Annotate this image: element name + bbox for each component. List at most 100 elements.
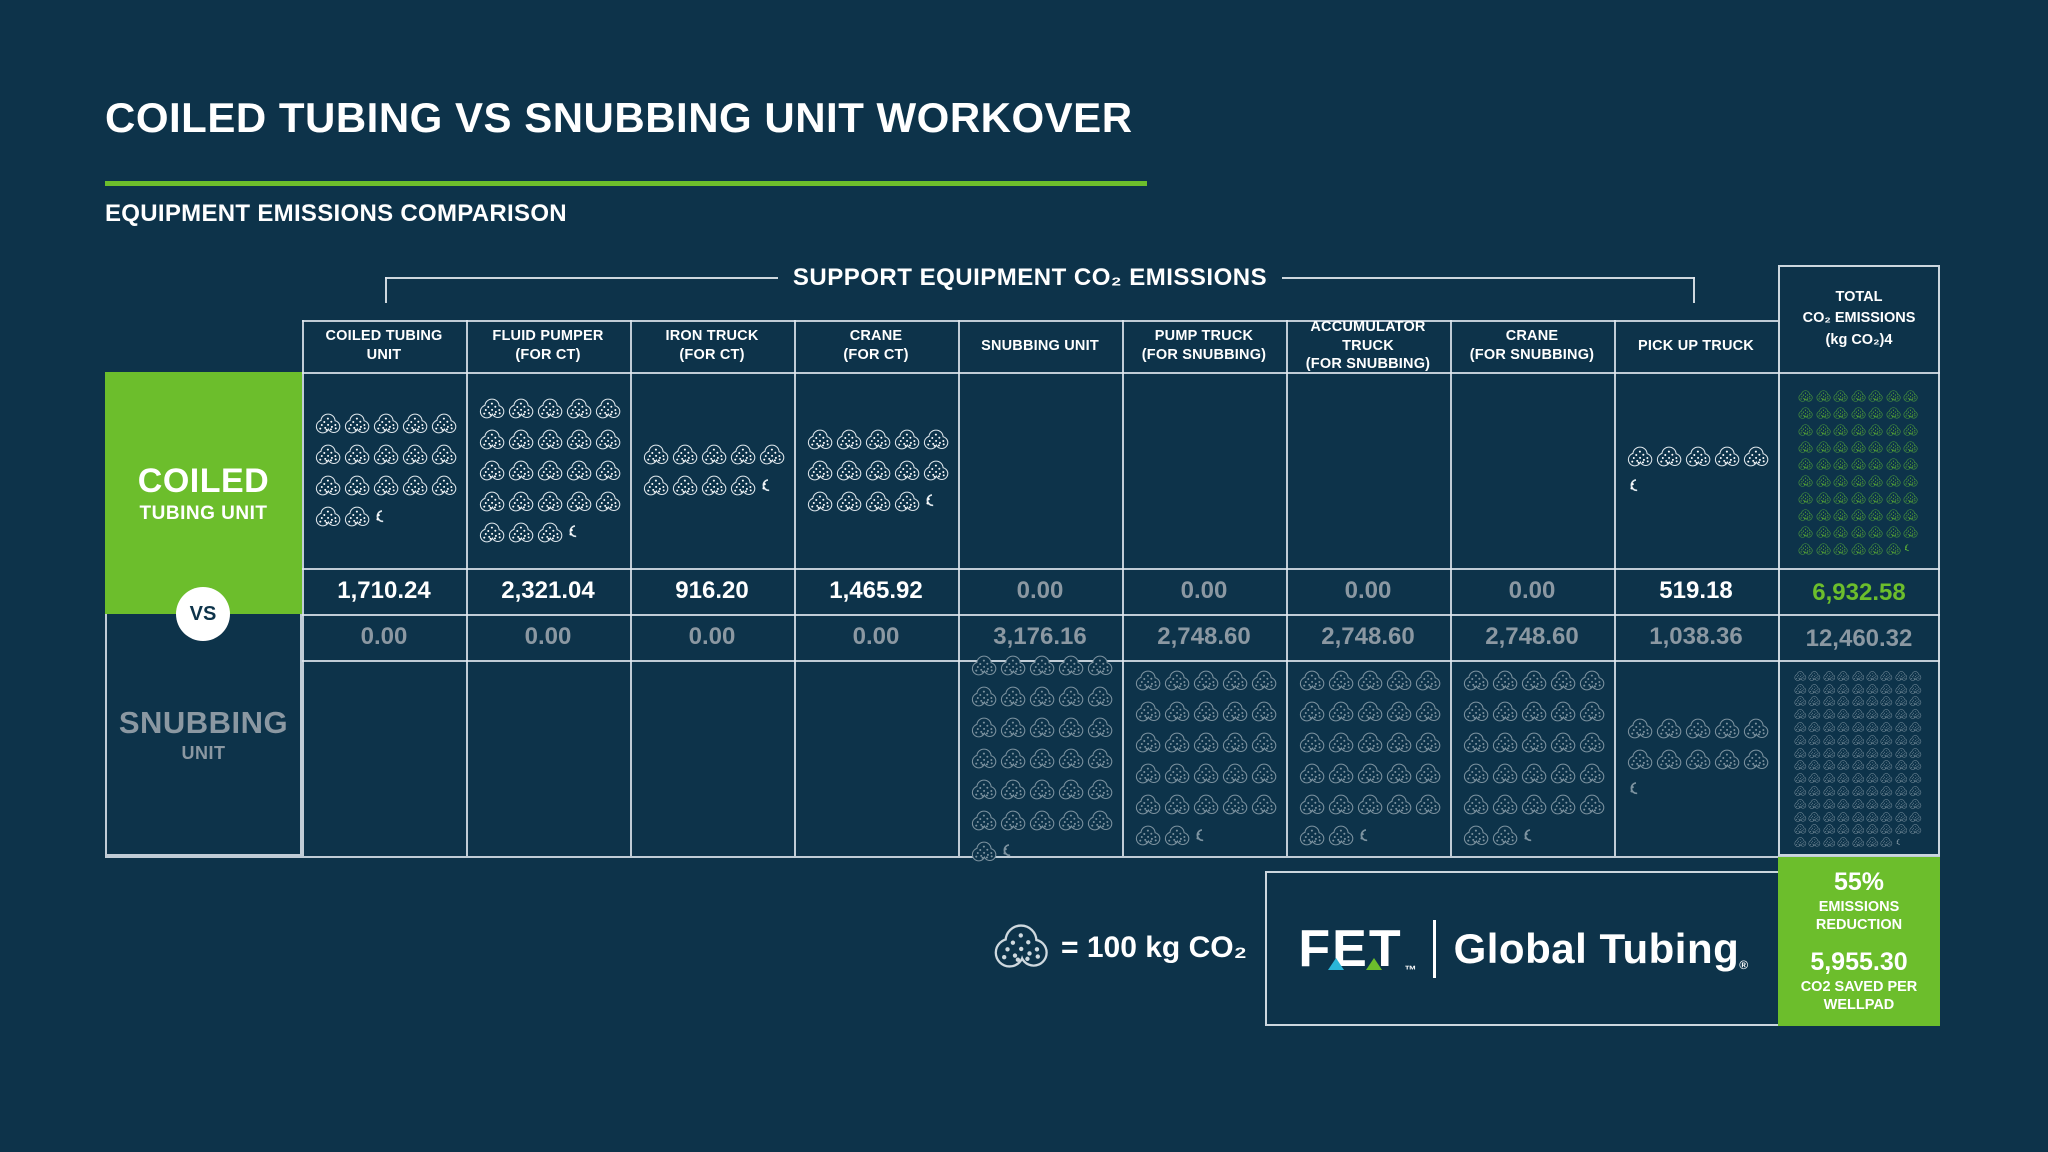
cloud-icon — [1886, 525, 1901, 538]
cloud-icon — [1816, 457, 1831, 470]
cloud-icon — [1386, 763, 1412, 784]
fet-cyan-triangle-icon — [1328, 957, 1345, 970]
cloud-cell — [466, 372, 630, 568]
cloud-icon — [344, 444, 370, 465]
grid-line — [630, 320, 632, 856]
fet-trademark: ™ — [1404, 962, 1417, 977]
cloud-icon — [1880, 837, 1893, 847]
cloud-icon — [1164, 763, 1190, 784]
cloud-icon — [1868, 508, 1883, 521]
cloud-icon — [1463, 732, 1489, 753]
cloud-icon — [1809, 824, 1821, 835]
cloud-icon — [1816, 542, 1831, 555]
saved-value: 5,955.30 — [1810, 947, 1908, 976]
cloud-icon — [479, 522, 505, 542]
cloud-icon — [836, 460, 862, 480]
cloud-group — [1463, 670, 1607, 846]
cloud-icon — [1251, 794, 1277, 815]
cloud-icon — [1816, 525, 1831, 538]
cloud-icon — [1852, 709, 1864, 719]
vs-badge: VS — [176, 587, 230, 641]
cloud-icon — [537, 491, 563, 511]
cloud-icon — [1415, 732, 1441, 753]
cloud-icon — [402, 444, 428, 465]
cloud-icon — [1463, 670, 1489, 691]
cloud-icon — [1328, 732, 1354, 753]
cloud-icon — [1809, 799, 1821, 809]
cloud-cell — [630, 660, 794, 856]
cloud-icon — [1135, 732, 1161, 753]
cloud-icon — [1521, 794, 1547, 815]
coiled-label-sub: TUBING UNIT — [139, 502, 268, 524]
cloud-icon — [1816, 491, 1831, 504]
cloud-icon — [1357, 794, 1383, 815]
cloud-icon — [1794, 683, 1807, 694]
cloud-icon — [1798, 457, 1813, 470]
registered-mark: ® — [1739, 957, 1749, 972]
cloud-icon — [1852, 735, 1864, 745]
cloud-icon — [1492, 701, 1518, 722]
cloud-icon — [1251, 732, 1277, 753]
cloud-icon — [1852, 837, 1864, 847]
cloud-icon — [971, 748, 997, 768]
value-cell: 0.00 — [852, 623, 900, 650]
cloud-icon — [1833, 508, 1848, 521]
coiled-values-row: 1,710.24 2,321.04 916.20 1,465.92 0.00 0.00 0.… — [302, 568, 1778, 614]
cloud-cell — [1450, 660, 1614, 856]
cloud-icon — [1357, 763, 1383, 784]
cloud-icon — [595, 460, 621, 480]
column-header: FLUID PUMPER (FOR CT) — [492, 328, 604, 363]
cloud-icon — [894, 429, 920, 449]
cloud-icon — [1251, 670, 1277, 691]
cloud-icon — [479, 429, 505, 449]
cloud-icon — [1794, 747, 1807, 758]
cloud-icon — [1521, 732, 1547, 753]
cloud-icon — [1135, 763, 1161, 784]
cloud-icon — [1685, 718, 1711, 739]
cloud-partial-icon — [762, 478, 770, 491]
grid-line — [302, 372, 1940, 374]
cloud-icon — [1415, 794, 1441, 815]
bracket-line-right — [1282, 277, 1695, 279]
cloud-icon — [1816, 440, 1831, 453]
grid-line — [105, 856, 1940, 858]
cloud-icon — [1823, 747, 1836, 758]
column-header: PUMP TRUCK (FOR SNUBBING) — [1141, 328, 1267, 363]
cloud-icon — [1823, 824, 1836, 835]
cloud-icon — [1415, 670, 1441, 691]
cloud-partial-icon — [1896, 838, 1900, 845]
cloud-icon — [1880, 671, 1893, 681]
cloud-icon — [1866, 683, 1879, 694]
snubbing-total-value: 12,460.32 — [1805, 625, 1913, 652]
cloud-icon — [1685, 749, 1711, 770]
reduction-label: EMISSIONS REDUCTION — [1815, 899, 1903, 934]
column-header: CRANE (FOR CT) — [843, 328, 909, 363]
cloud-icon — [1794, 773, 1807, 783]
cloud-icon — [1193, 670, 1219, 691]
cloud-icon — [1798, 474, 1813, 487]
cloud-icon — [1328, 794, 1354, 815]
saved-label: CO2 SAVED PER WELLPAD — [1800, 979, 1918, 1014]
grid-line — [302, 660, 1940, 662]
cloud-legend: = 100 kg CO₂ — [993, 910, 1247, 986]
cloud-icon — [1880, 722, 1893, 732]
cloud-icon — [1823, 786, 1836, 796]
cloud-icon — [1886, 542, 1901, 555]
cloud-icon — [1852, 722, 1864, 732]
cloud-icon — [1866, 786, 1879, 796]
cloud-icon — [1794, 799, 1807, 809]
cloud-icon — [643, 444, 669, 465]
cloud-icon — [1886, 474, 1901, 487]
cloud-icon — [373, 444, 399, 465]
cloud-icon — [1909, 709, 1922, 719]
total-emissions-column: TOTAL CO₂ EMISSIONS (kg CO₂)4 6,932.58 1… — [1778, 265, 1940, 856]
cloud-icon — [1135, 670, 1161, 691]
cloud-icon — [807, 460, 833, 480]
snubbing-label-main: SNUBBING — [118, 704, 289, 740]
fet-green-triangle-icon — [1366, 957, 1383, 970]
cloud-icon — [1193, 701, 1219, 722]
column-header: ACCUMULATOR TRUCK (FOR SNUBBING) — [1305, 318, 1431, 373]
cloud-icon — [1029, 655, 1055, 675]
cloud-icon — [1058, 779, 1084, 799]
value-cell: 0.00 — [360, 623, 408, 650]
